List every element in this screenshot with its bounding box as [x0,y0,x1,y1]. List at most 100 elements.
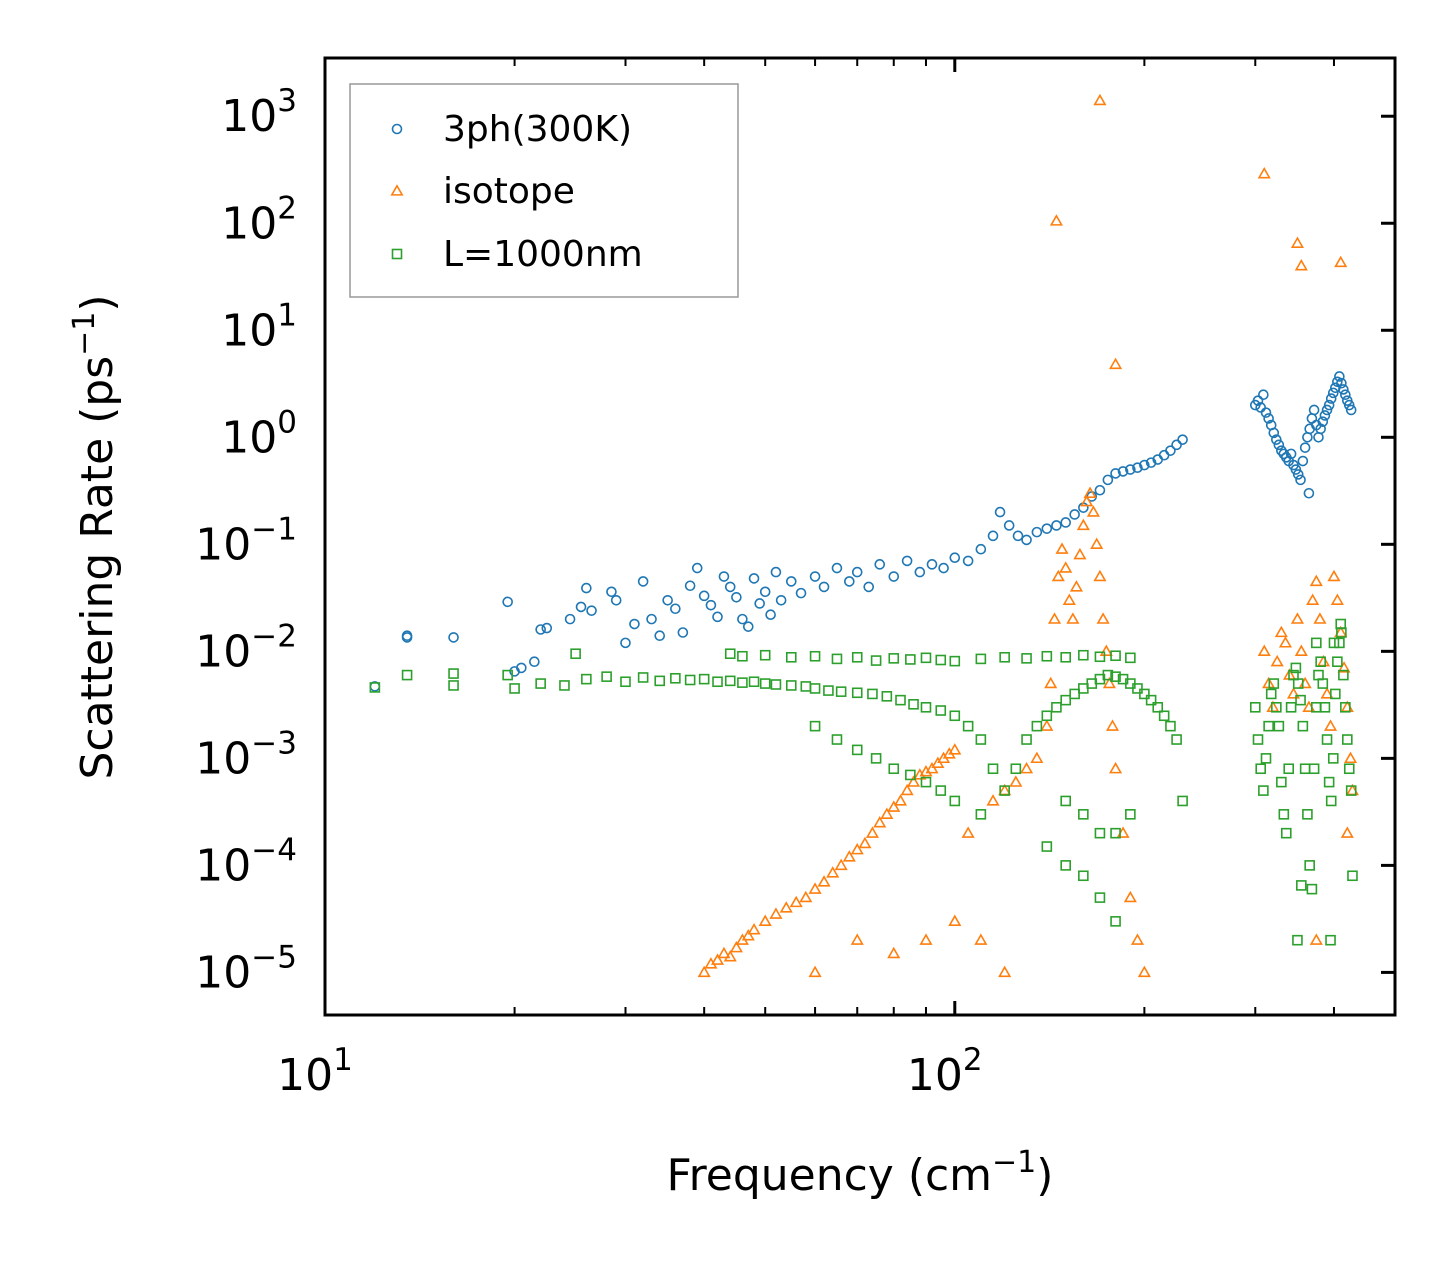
data-point [1340,702,1351,713]
data-point [1313,612,1327,624]
data-point [935,705,947,716]
series-2 [369,618,1358,946]
data-point [1066,612,1080,624]
data-point [637,576,649,587]
data-point [880,807,894,820]
data-point [620,637,631,649]
data-point [998,965,1012,978]
data-point [961,826,975,838]
data-point [535,678,546,689]
data-point [1252,395,1264,406]
data-point [925,761,939,774]
data-point [1340,389,1351,401]
data-point [1334,637,1345,649]
data-point [1094,892,1106,903]
data-point [1044,676,1058,689]
data-point [1338,669,1349,681]
data-point [1139,459,1150,471]
data-point [1137,965,1151,978]
data-point [999,651,1010,663]
data-point [1021,734,1032,745]
data-point [1041,841,1053,852]
data-point [1094,484,1106,496]
data-point [1130,933,1145,945]
data-point [850,933,864,945]
data-point [858,836,872,849]
legend-markers [390,123,404,260]
data-point [870,753,882,764]
data-point [1076,518,1090,531]
data-point [1325,795,1337,807]
data-point [1320,687,1334,699]
data-point [1258,785,1269,796]
data-point [863,581,875,593]
data-point [742,621,754,632]
y-axis-label: Scattering Rate (ps−1) [67,294,123,779]
data-point [1308,404,1320,416]
data-point [905,769,916,781]
data-point [1080,494,1094,507]
data-point [1040,719,1054,731]
x-tick-label: 102 [907,1042,983,1101]
data-point [1328,637,1340,649]
data-point [1343,751,1358,764]
data-point [1302,809,1313,820]
data-point [369,682,381,693]
data-point [737,677,748,688]
data-point [770,566,782,578]
data-point [1317,678,1329,689]
data-point [502,596,513,608]
data-point [1271,434,1282,445]
data-point [1165,720,1176,732]
data-point [670,672,681,684]
data-point [1340,826,1354,838]
data-point [1158,710,1170,722]
data-point [529,656,540,668]
y-tick-label: 103 [221,83,297,142]
data-point [920,776,932,788]
data-point [888,763,900,775]
data-point [999,785,1010,796]
data-point [1268,678,1280,689]
data-point [1094,827,1106,839]
data-point [1290,662,1302,674]
data-point [535,624,546,635]
data-point [893,794,908,806]
data-point [865,826,879,838]
data-point [448,668,459,679]
data-point [986,794,1000,806]
data-point [1330,688,1341,700]
data-point [962,720,974,732]
legend: 3ph(300K) isotope L=1000nm [349,83,739,298]
data-point [844,576,855,587]
data-point [809,571,821,582]
data-point [835,686,847,697]
data-point [975,734,987,745]
data-point [1031,720,1043,732]
data-point [826,866,840,878]
data-point [1020,761,1034,774]
data-point [938,562,949,574]
data-point [1303,487,1315,499]
data-point [1110,827,1121,839]
data-point [1263,413,1274,424]
data-point [1265,688,1277,700]
data-point [831,734,843,745]
data-point [881,691,893,702]
data-point [987,763,999,775]
data-point [1295,474,1306,486]
data-point [1325,393,1337,404]
data-point [677,627,689,638]
data-point [1319,702,1331,713]
data-point [575,601,587,613]
data-point [851,651,863,663]
data-point [867,688,878,700]
data-point [1317,416,1329,427]
data-point [851,744,863,756]
data-point [1260,407,1272,418]
data-points [369,93,1360,978]
data-point [712,676,723,688]
data-point [1343,399,1355,411]
data-point [795,587,807,599]
data-point [1069,688,1080,700]
